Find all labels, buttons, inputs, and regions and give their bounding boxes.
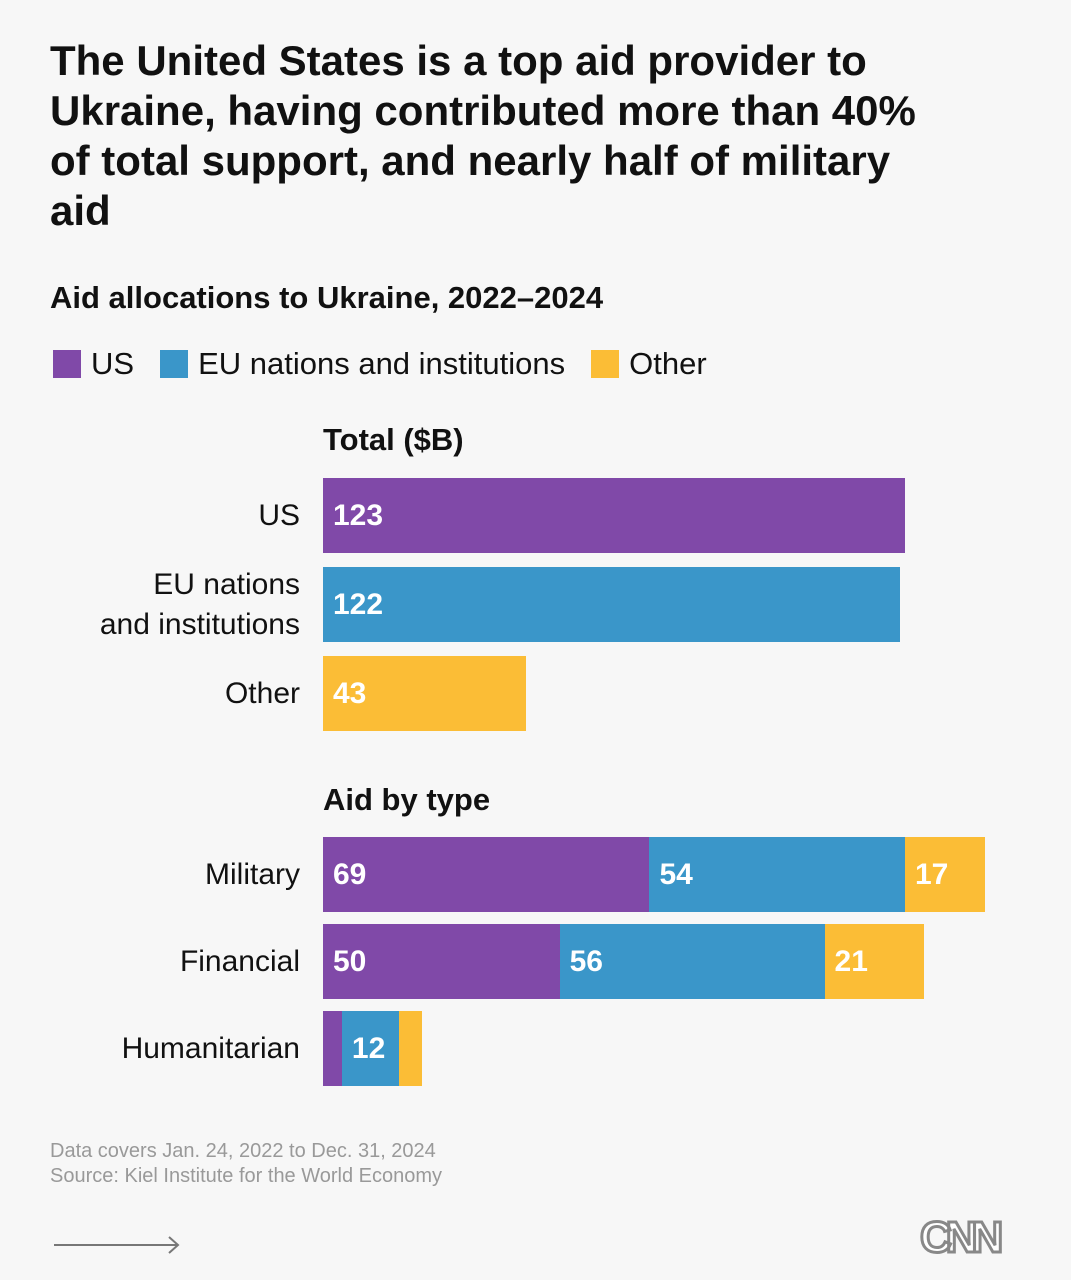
legend-label: US [91,346,135,381]
legend-swatch [160,350,189,378]
value-label: 12 [351,1032,386,1065]
value-label: 50 [333,945,367,978]
bar-segment-military-0 [323,837,650,912]
panel-title-total: Total ($B) [323,422,464,457]
value-label: 21 [834,945,868,978]
bar-segment-military-1 [649,837,905,912]
legend-eu: EU nations and institutions [160,346,565,382]
legend-other: Other [591,346,707,382]
legend: US EU nations and institutions Other [53,346,733,382]
bar-segment-humanitarian-2 [398,1011,423,1086]
source: Source: Kiel Institute for the World Eco… [50,1165,443,1187]
legend-swatch [591,350,620,378]
data-note: Data covers Jan. 24, 2022 to Dec. 31, 20… [50,1140,436,1162]
bar-segment-financial-1 [559,924,825,999]
bar-segment-financial-0 [323,924,560,999]
legend-us: US [53,346,134,382]
cnn-logo: CNN [918,1212,1004,1264]
value-label: 69 [333,858,367,891]
bar-segment-humanitarian-0 [323,1011,342,1086]
row-label: Financial [179,944,300,978]
legend-swatch [53,350,81,378]
legend-label: Other [629,346,707,381]
legend-label: EU nations and institutions [198,346,566,381]
panel-title-type: Aid by type [323,782,491,817]
bar-segment-humanitarian-1 [341,1011,399,1086]
row-label: Other [224,676,300,710]
value-label: 54 [659,858,693,891]
chart-title: Aid allocations to Ukraine, 2022–2024 [50,280,604,315]
bar-eu [323,567,901,642]
value-label: 56 [569,945,603,978]
row-label: Military [205,857,300,891]
bar-segment-military-2 [905,837,986,912]
row-label: US [258,498,300,532]
headline: The United States is a top aid provider … [50,37,916,234]
value-label: 43 [333,677,367,710]
value-label: 122 [333,588,384,621]
bar-other [323,656,527,731]
bar-segment-financial-2 [824,924,924,999]
bar-us [323,478,905,553]
value-label: 17 [915,858,949,891]
row-label: EU nations and institutions [99,567,300,641]
arrow-right-icon[interactable] [53,1233,183,1257]
value-label: 123 [333,499,384,532]
row-label: Humanitarian [121,1031,300,1065]
